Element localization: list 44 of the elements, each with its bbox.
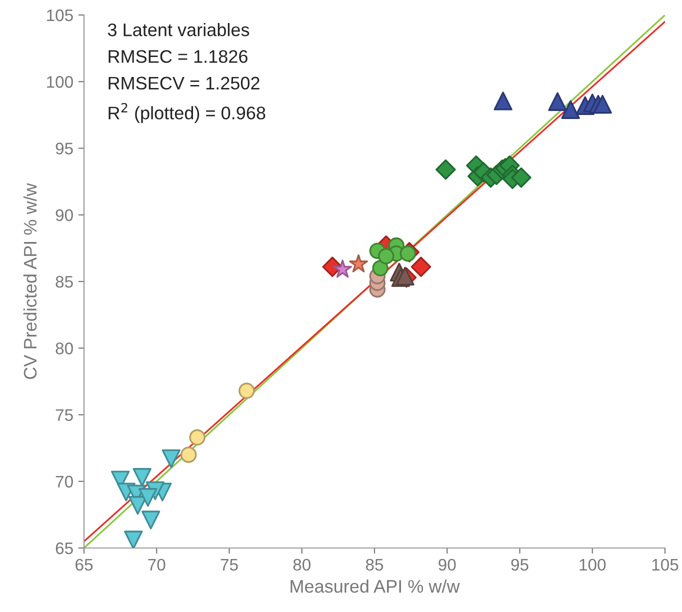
point bbox=[511, 167, 532, 188]
point bbox=[548, 92, 567, 111]
x-tick-label: 105 bbox=[652, 558, 678, 571]
point bbox=[410, 256, 432, 277]
x-tick-label: 75 bbox=[220, 559, 238, 571]
y-tick-label: 100 bbox=[47, 76, 73, 88]
x-axis-title: Measured API % w/w bbox=[290, 580, 460, 593]
point bbox=[349, 254, 368, 272]
point bbox=[132, 468, 152, 487]
point bbox=[436, 159, 456, 180]
y-tick-label: 90 bbox=[56, 209, 73, 222]
point bbox=[138, 488, 158, 507]
point bbox=[494, 92, 512, 110]
annotation: 3 Latent variables bbox=[108, 22, 250, 36]
x-tick-label: 70 bbox=[148, 558, 166, 571]
y-tick-label: 70 bbox=[56, 476, 73, 488]
x-tick-label: 85 bbox=[366, 558, 384, 571]
point bbox=[593, 94, 612, 114]
y-tick-label: 65 bbox=[56, 542, 73, 554]
point bbox=[238, 382, 255, 399]
point bbox=[372, 260, 388, 276]
point bbox=[180, 446, 197, 463]
annotation: R$^{2}$ (plotted) = 0.968 bbox=[108, 102, 266, 123]
point bbox=[124, 530, 143, 548]
y-tick-label: 80 bbox=[56, 342, 73, 354]
y-tick-label: 105 bbox=[47, 9, 73, 22]
point bbox=[162, 449, 180, 468]
point bbox=[378, 248, 394, 264]
point bbox=[141, 510, 160, 530]
x-tick-label: 100 bbox=[580, 558, 606, 571]
x-tick-label: 65 bbox=[76, 558, 93, 571]
y-tick-label: 75 bbox=[56, 409, 73, 421]
x-tick-label: 80 bbox=[293, 558, 310, 571]
point bbox=[333, 260, 352, 278]
x-tick-label: 90 bbox=[438, 558, 456, 571]
point bbox=[189, 429, 206, 446]
y-tick-label: 95 bbox=[56, 142, 73, 154]
annotation: RMSEC = 1.1826 bbox=[108, 50, 248, 63]
x-tick-label: 95 bbox=[511, 558, 528, 571]
y-tick-label: 85 bbox=[56, 276, 73, 288]
point bbox=[561, 100, 580, 119]
point bbox=[400, 245, 416, 262]
annotation: RMSECV = 1.2502 bbox=[108, 76, 260, 90]
y-axis-title: CV Predicted API % w/w bbox=[23, 183, 37, 379]
